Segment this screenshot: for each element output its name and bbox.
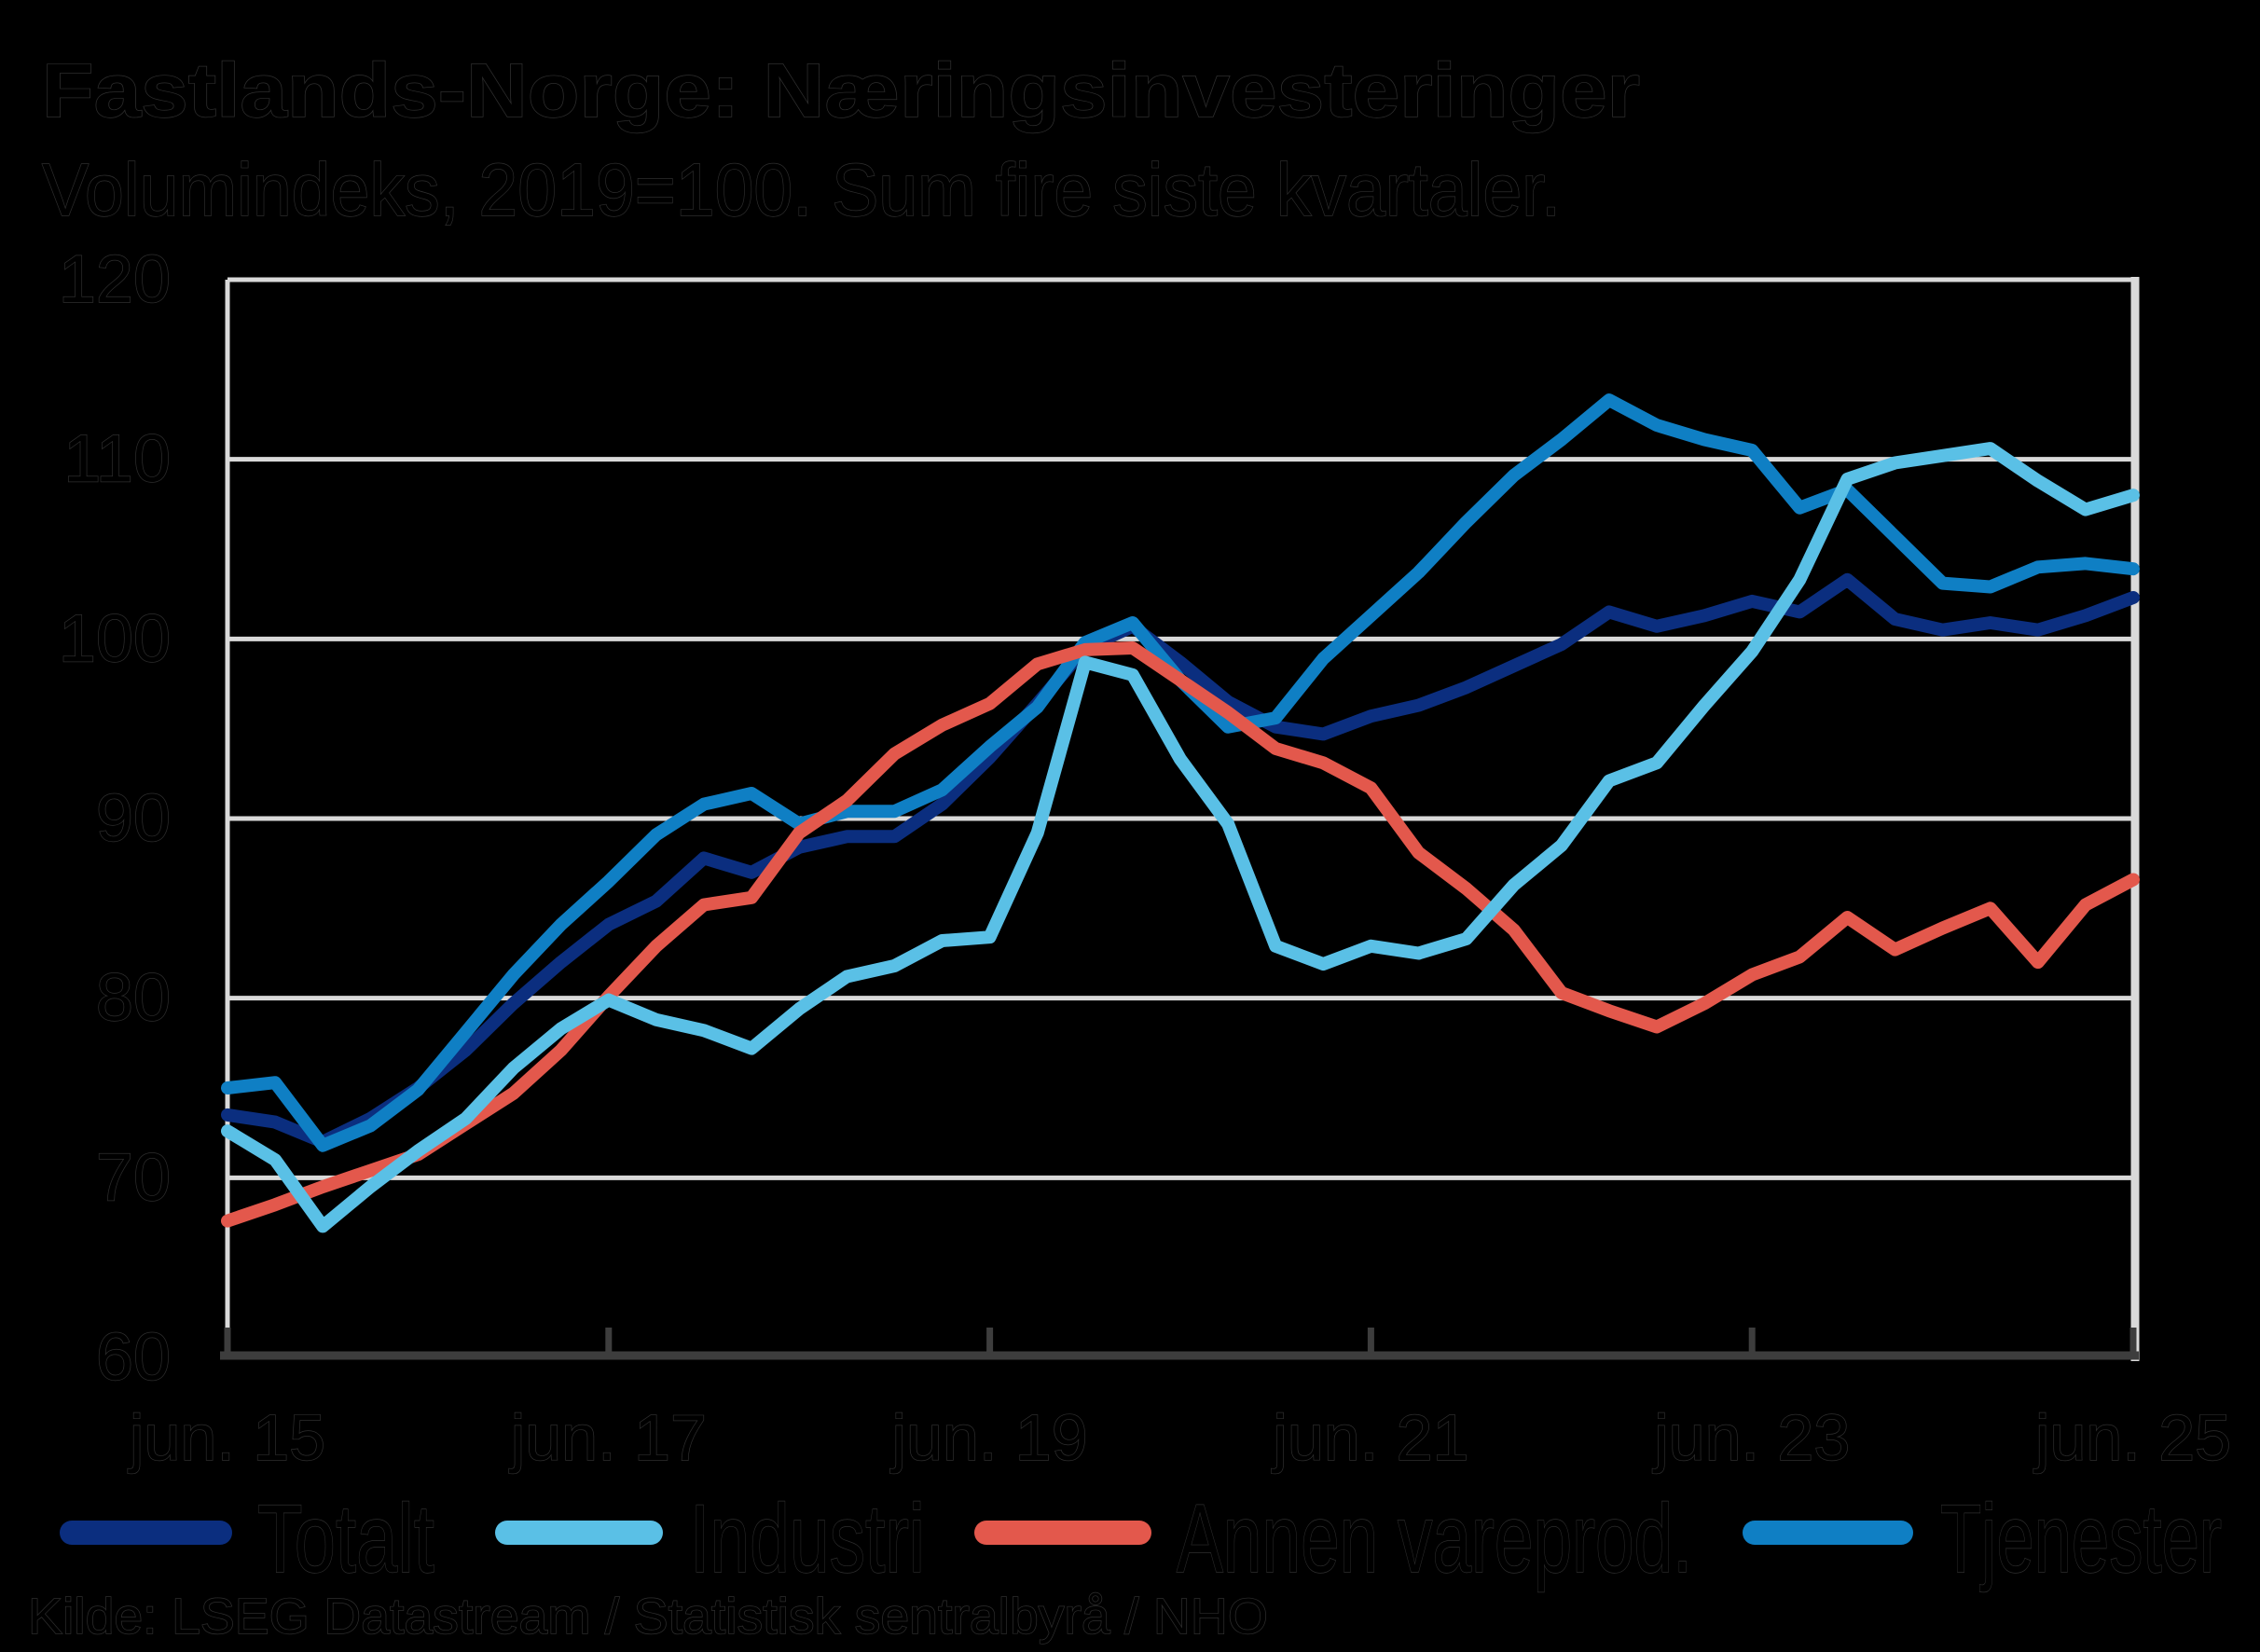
chart-subtitle: Volumindeks, 2019=100. Sum fire siste kv… [42,148,1561,231]
x-axis-tick-label: jun. 19 [890,1401,1088,1474]
x-axis-tick-label: jun. 25 [2033,1401,2231,1474]
legend-item: Industri [495,1484,926,1594]
chart-title: Fastlands-Norge: Næringsinvesteringer [42,48,1640,133]
x-axis-tick-label: jun. 21 [1271,1401,1468,1474]
legend-label: Tjenester [1940,1485,2222,1593]
series-line-totalt [221,572,2140,1149]
source-note: Kilde: LSEG Datastream / Statistisk sent… [28,1589,1268,1645]
y-axis-tick-label: 90 [96,781,171,856]
legend-label: Industri [690,1485,925,1593]
legend-label: Annen vareprod. [1177,1485,1692,1593]
series-lines [221,393,2140,1233]
legend-swatch [1743,1521,1913,1545]
y-axis-tick-label: 120 [59,242,171,317]
series-line-annen-vareprod- [221,641,2140,1228]
y-axis-labels: 120 110 100 90 80 70 60 [58,241,172,1395]
x-axis-tick-label: jun. 17 [509,1401,707,1474]
y-axis-tick-label: 110 [63,422,171,497]
x-axis-tick-label: jun. 15 [128,1401,325,1474]
legend-swatch [495,1521,663,1545]
series-line-industri [221,442,2140,1233]
chart-header: Fastlands-Norge: Næringsinvesteringer Vo… [41,48,1640,231]
y-axis-tick-label: 80 [96,961,171,1036]
chart-legend: Totalt Industri Annen vareprod. Tjenester [60,1484,2223,1594]
legend-label: Totalt [257,1485,434,1593]
y-axis-tick-label: 100 [59,601,171,676]
series-line-tjenester [221,393,2140,1152]
legend-item: Totalt [60,1484,435,1594]
legend-item: Annen vareprod. [974,1484,1693,1594]
axes-and-ticks [220,1328,2139,1360]
legend-swatch [60,1521,232,1545]
x-axis-labels: jun. 15 jun. 17 jun. 19 jun. 21 jun. 23 jun. … [127,1400,2232,1474]
legend-swatch [974,1521,1151,1545]
y-axis-tick-label: 70 [96,1140,171,1215]
legend-item: Tjenester [1743,1484,2223,1594]
gridlines [225,277,2140,1361]
y-axis-tick-label: 60 [96,1320,171,1395]
x-axis-tick-label: jun. 23 [1652,1401,1850,1474]
